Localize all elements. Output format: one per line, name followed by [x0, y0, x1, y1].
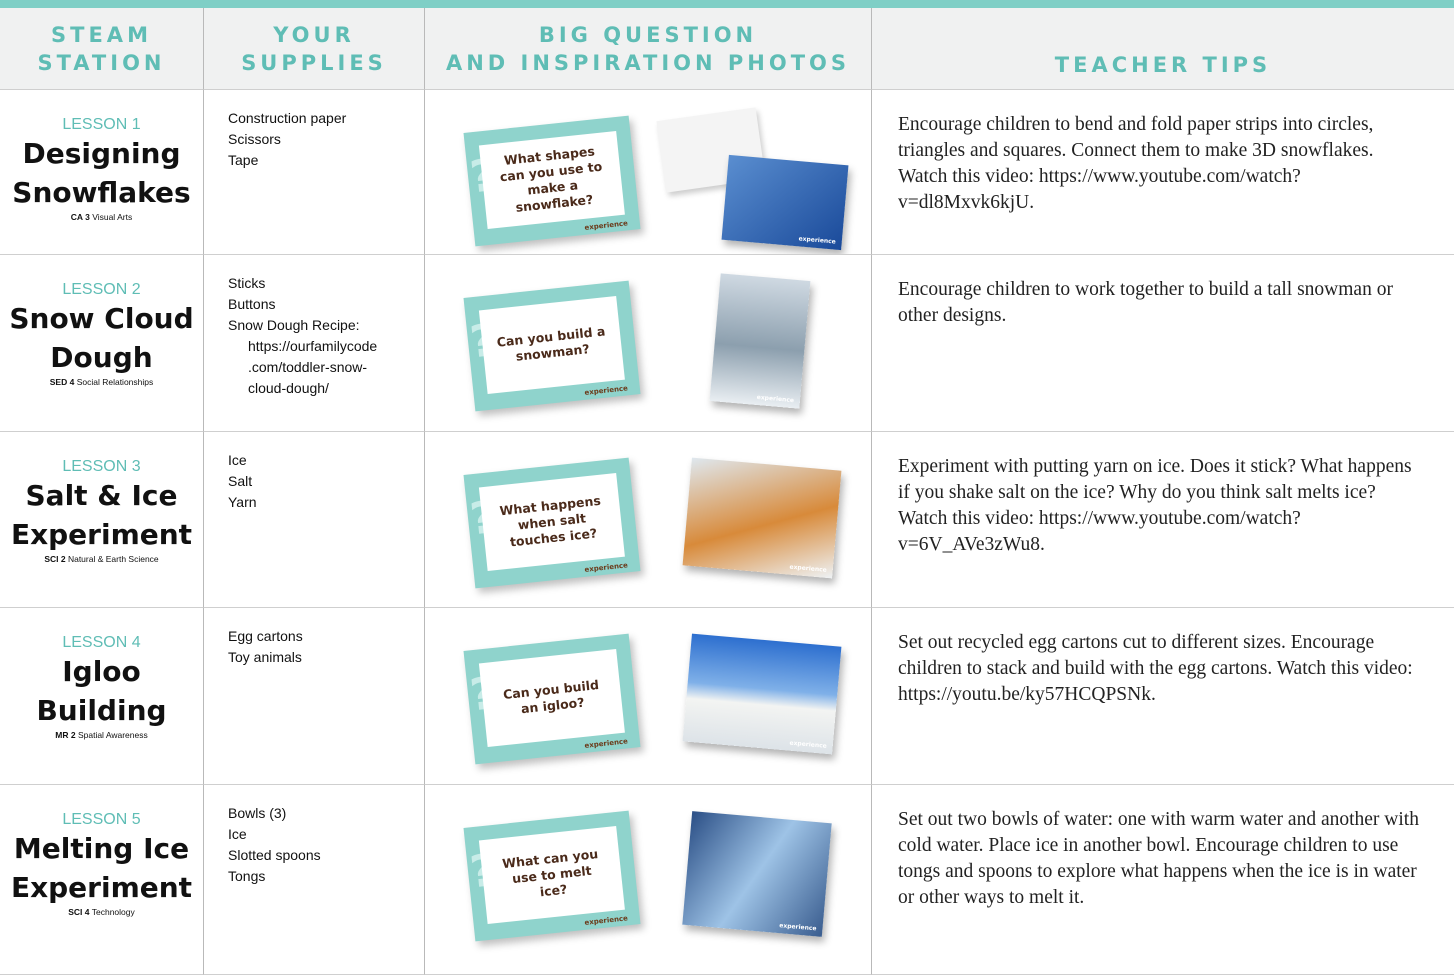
standard-code: SCI 2: [44, 554, 66, 564]
tips-text: Encourage children to work together to b…: [898, 279, 1393, 326]
question-text: Can you build an igloo?: [478, 649, 625, 747]
brand-logo: experience: [789, 563, 827, 574]
brand-logo: experience: [584, 914, 629, 927]
question-cell: ?What happens when salt touches ice?expe…: [425, 432, 872, 608]
header-cell: STEAM STATION: [0, 8, 204, 90]
header-cell: YOUR SUPPLIES: [204, 8, 425, 90]
tips-text: Set out recycled egg cartons cut to diff…: [898, 632, 1413, 705]
question-text: What can you use to melt ice?: [478, 826, 625, 924]
question-text: What shapes can you use to make a snowfl…: [478, 131, 625, 229]
supply-item: Scissors: [228, 131, 281, 147]
photo: experience: [682, 457, 842, 579]
tips-text: Encourage children to bend and fold pape…: [898, 114, 1374, 213]
brand-logo: experience: [584, 384, 629, 397]
standard: MR 2 Spatial Awareness: [0, 730, 203, 740]
lesson-label: LESSON 4: [62, 634, 141, 651]
supply-item: Bowls (3): [228, 805, 287, 821]
standard-code: MR 2: [55, 730, 76, 740]
tips-cell: Encourage children to work together to b…: [872, 255, 1454, 432]
header-cell: BIG QUESTION AND INSPIRATION PHOTOS: [425, 8, 872, 90]
supply-item: Tongs: [228, 868, 266, 884]
brand-logo: experience: [584, 737, 629, 750]
photo: experience: [682, 633, 842, 755]
lesson-label: LESSON 5: [62, 811, 141, 828]
station-cell: LESSON 2 Snow Cloud Dough SED 4 Social Rel…: [0, 255, 204, 432]
question-text: Can you build a snowman?: [478, 296, 625, 394]
question-card: ?What shapes can you use to make a snowf…: [463, 115, 641, 247]
station-cell: LESSON 5 Melting Ice Experiment SCI 4 Tech…: [0, 785, 204, 975]
standard: SCI 2 Natural & Earth Science: [0, 554, 203, 564]
lesson-title: Igloo Building: [36, 655, 167, 727]
supplies-cell: Bowls (3) Ice Slotted spoons Tongs: [204, 785, 425, 975]
standard-name: Natural & Earth Science: [67, 554, 159, 564]
standard-name: Visual Arts: [92, 212, 133, 222]
supply-item: Ice: [228, 452, 247, 468]
lesson-label: LESSON 3: [62, 458, 141, 475]
standard-name: Social Relationships: [76, 377, 154, 387]
station-cell: LESSON 4 Igloo Building MR 2 Spatial Aware…: [0, 608, 204, 785]
standard: CA 3 Visual Arts: [0, 212, 203, 222]
standard: SED 4 Social Relationships: [0, 377, 203, 387]
standard-code: CA 3: [70, 212, 90, 222]
brand-logo: experience: [798, 235, 837, 246]
standard-code: SCI 4: [68, 907, 90, 917]
lesson-title: Salt & Ice Experiment: [10, 479, 193, 551]
photo: experience: [682, 811, 832, 937]
tips-text: Set out two bowls of water: one with war…: [898, 809, 1419, 908]
question-card: ?Can you build a snowman?experience: [463, 280, 641, 412]
question-cell: ?Can you build a snowman?experienceexper…: [425, 255, 872, 432]
question-cell: ?Can you build an igloo?experienceexperi…: [425, 608, 872, 785]
supply-item: Toy animals: [228, 649, 302, 665]
supply-item: Slotted spoons: [228, 847, 321, 863]
lesson-title: Designing Snowflakes: [12, 137, 191, 209]
tips-cell: Experiment with putting yarn on ice. Doe…: [872, 432, 1454, 608]
supply-item: Ice: [228, 826, 247, 842]
brand-logo: experience: [756, 393, 795, 405]
supplies-cell: Ice Salt Yarn: [204, 432, 425, 608]
supply-item: Salt: [228, 473, 253, 489]
question-card: ?What can you use to melt ice?experience: [463, 810, 641, 942]
brand-logo: experience: [584, 561, 629, 574]
station-cell: LESSON 3 Salt & Ice Experiment SCI 2 Natur…: [0, 432, 204, 608]
standard: SCI 4 Technology: [0, 907, 203, 917]
tips-text: Experiment with putting yarn on ice. Doe…: [898, 456, 1412, 555]
standard-name: Technology: [91, 907, 135, 917]
lesson-title: Melting Ice Experiment: [10, 832, 193, 904]
lesson-label: LESSON 1: [62, 116, 141, 133]
question-cell: ?What shapes can you use to make a snowf…: [425, 90, 872, 255]
supplies-cell: Sticks Buttons Snow Dough Recipe: https://o…: [204, 255, 425, 432]
tips-cell: Set out two bowls of water: one with war…: [872, 785, 1454, 975]
photo: experience: [721, 154, 849, 251]
brand-logo: experience: [584, 219, 629, 232]
station-cell: LESSON 1 Designing Snowflakes CA 3 Visual …: [0, 90, 204, 255]
supply-item: Construction paper: [228, 110, 347, 126]
question-cell: ?What can you use to melt ice?experience…: [425, 785, 872, 975]
question-card: ?What happens when salt touches ice?expe…: [463, 457, 641, 589]
lesson-label: LESSON 2: [62, 281, 141, 298]
supplies-cell: Egg cartons Toy animals: [204, 608, 425, 785]
brand-logo: experience: [789, 739, 827, 750]
tips-cell: Set out recycled egg cartons cut to diff…: [872, 608, 1454, 785]
supply-item: Yarn: [228, 494, 257, 510]
brand-logo: experience: [778, 922, 817, 933]
supplies-cell: Construction paper Scissors Tape: [204, 90, 425, 255]
supply-item: Buttons: [228, 296, 276, 312]
standard-name: Spatial Awareness: [77, 730, 148, 740]
photo: experience: [709, 273, 811, 409]
standard-code: SED 4: [49, 377, 75, 387]
header-cell: TEACHER TIPS: [872, 8, 1454, 90]
supply-item: Snow Dough Recipe:: [228, 317, 360, 333]
supply-item: Tape: [228, 152, 259, 168]
supply-link: https://ourfamilycode.com/toddler-snow-c…: [248, 338, 378, 396]
supply-item: Egg cartons: [228, 628, 303, 644]
lesson-title: Snow Cloud Dough: [9, 302, 194, 374]
tips-cell: Encourage children to bend and fold pape…: [872, 90, 1454, 255]
supply-item: Sticks: [228, 275, 266, 291]
question-card: ?Can you build an igloo?experience: [463, 633, 641, 765]
question-text: What happens when salt touches ice?: [478, 473, 625, 571]
